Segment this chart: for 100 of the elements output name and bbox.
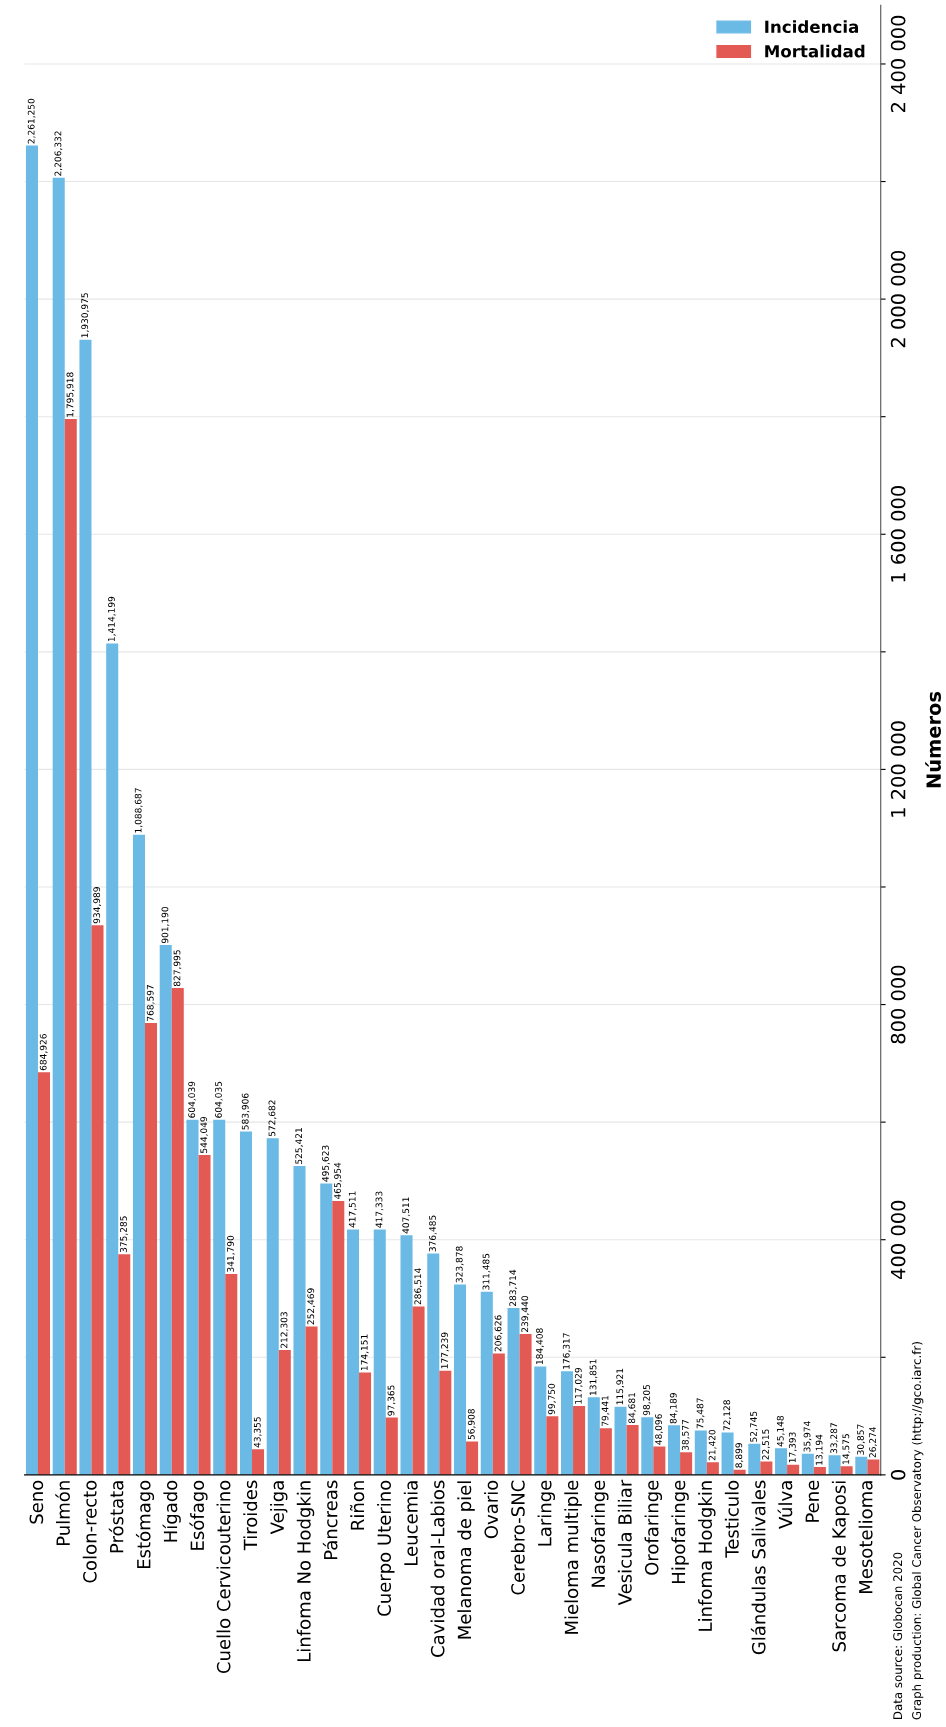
data-label: 38,577: [681, 1419, 690, 1451]
bar: [171, 988, 184, 1475]
data-label: 115,921: [616, 1368, 625, 1405]
x-tick-label: Nasofaringe: [591, 1480, 609, 1587]
bar: [466, 1441, 479, 1475]
bar: [492, 1353, 505, 1475]
data-label: 99,750: [548, 1383, 556, 1415]
legend-label: Mortalidad: [765, 44, 865, 58]
x-tick-label: Estómago: [135, 1480, 155, 1569]
bar: [480, 1291, 493, 1475]
bar: [213, 1119, 226, 1475]
bar: [132, 834, 145, 1475]
data-label: 495,623: [322, 1145, 330, 1182]
bar: [332, 1200, 345, 1475]
data-label: 14,575: [842, 1434, 851, 1464]
bar: [37, 1072, 51, 1475]
bar: [144, 1023, 158, 1475]
x-tick-label: Seno: [29, 1480, 44, 1524]
bar: [721, 1432, 734, 1475]
bar: [400, 1235, 413, 1475]
data-label: 84,189: [669, 1393, 678, 1424]
data-label: 417,511: [348, 1191, 357, 1228]
x-tick-label: Cuello Cervicouterino: [216, 1480, 231, 1674]
x-tick-label: Cuerpo Uterino: [377, 1480, 395, 1616]
bar: [507, 1308, 520, 1475]
bar: [706, 1462, 719, 1475]
y-tick-label: 400 000: [890, 1200, 906, 1279]
bar: [239, 1131, 253, 1475]
x-tick-label: Vúlva: [777, 1481, 793, 1529]
bar: [840, 1466, 853, 1475]
x-tick-label: Próstata: [108, 1481, 124, 1553]
bar: [320, 1183, 333, 1475]
bar: [373, 1229, 386, 1475]
bar: [626, 1425, 639, 1475]
data-label: 72,128: [723, 1400, 732, 1431]
bar: [813, 1467, 826, 1475]
x-tick-label: Mieloma multiple: [564, 1480, 582, 1634]
data-label: 22,515: [762, 1429, 770, 1460]
data-label: 21,420: [708, 1429, 717, 1461]
data-label: 30,857: [857, 1424, 865, 1455]
bar: [867, 1459, 880, 1475]
data-label: 79,441: [601, 1396, 610, 1427]
bar: [587, 1397, 600, 1475]
data-label: 26,274: [869, 1426, 877, 1458]
y-tick-label: 2 000 000: [890, 250, 906, 348]
bar: [79, 339, 92, 1475]
bar: [159, 945, 172, 1475]
bar: [186, 1119, 199, 1475]
bar: [641, 1417, 654, 1475]
data-label: 8,899: [735, 1443, 744, 1468]
x-tick-label: Esófago: [189, 1480, 208, 1550]
x-tick-label: Linfoma Hodgkin: [698, 1481, 716, 1631]
bar: [668, 1425, 681, 1475]
bar: [293, 1165, 306, 1475]
data-label: 827,995: [173, 950, 182, 987]
data-label: 2,206,332: [54, 131, 63, 176]
x-tick-label: Pulmón: [55, 1481, 70, 1546]
bar: [573, 1406, 586, 1475]
bar: [25, 145, 38, 1475]
x-tick-label: Sarcoma de Kaposi: [831, 1481, 850, 1652]
data-label: 465,954: [334, 1162, 342, 1200]
data-label: 239,440: [521, 1295, 530, 1333]
bar: [680, 1452, 693, 1475]
x-tick-label: Colon-recto: [82, 1480, 97, 1583]
x-tick-label: Melanoma de piel: [457, 1481, 475, 1639]
bar: [653, 1446, 666, 1475]
data-label: 177,239: [441, 1332, 449, 1369]
bar: [359, 1372, 372, 1475]
bar: [412, 1306, 425, 1475]
bar: [266, 1138, 279, 1475]
data-label: 98,205: [643, 1384, 651, 1416]
bar: [454, 1284, 467, 1475]
bar: [346, 1229, 360, 1475]
data-label: 525,421: [295, 1128, 304, 1164]
data-label: 934,989: [93, 887, 102, 924]
data-label: 97,365: [387, 1385, 396, 1416]
x-tick-label: Glándulas Salivales: [750, 1480, 766, 1655]
bar: [801, 1453, 814, 1475]
data-label: 341,790: [227, 1235, 235, 1272]
bar: [775, 1448, 788, 1475]
data-label: 407,511: [402, 1197, 411, 1234]
legend-label: Incidencia: [765, 20, 859, 34]
y-axis-title: Números: [925, 691, 941, 788]
bar: [106, 643, 119, 1475]
x-tick-label: Ovario: [484, 1480, 499, 1539]
data-label: 1,414,199: [108, 596, 116, 642]
data-label: 75,487: [696, 1398, 705, 1429]
text: Graph production: Global Cancer Observatory (http://gco.iarc.fr): [911, 1342, 924, 1720]
data-label: 1,795,918: [66, 372, 75, 417]
x-tick-label: Cerebro-SNC: [510, 1480, 525, 1595]
data-label: 376,485: [429, 1215, 437, 1252]
bar: [305, 1326, 318, 1475]
bar: [748, 1443, 761, 1475]
data-label: 35,974: [803, 1421, 812, 1452]
data-label: 131,851: [589, 1359, 598, 1395]
x-tick-label: Pene: [805, 1480, 820, 1522]
y-tick-label: 800 000: [890, 965, 906, 1044]
bar: [760, 1461, 773, 1475]
data-label: 375,285: [120, 1216, 128, 1253]
x-tick-label: Cavidad oral-Labios: [430, 1480, 445, 1657]
